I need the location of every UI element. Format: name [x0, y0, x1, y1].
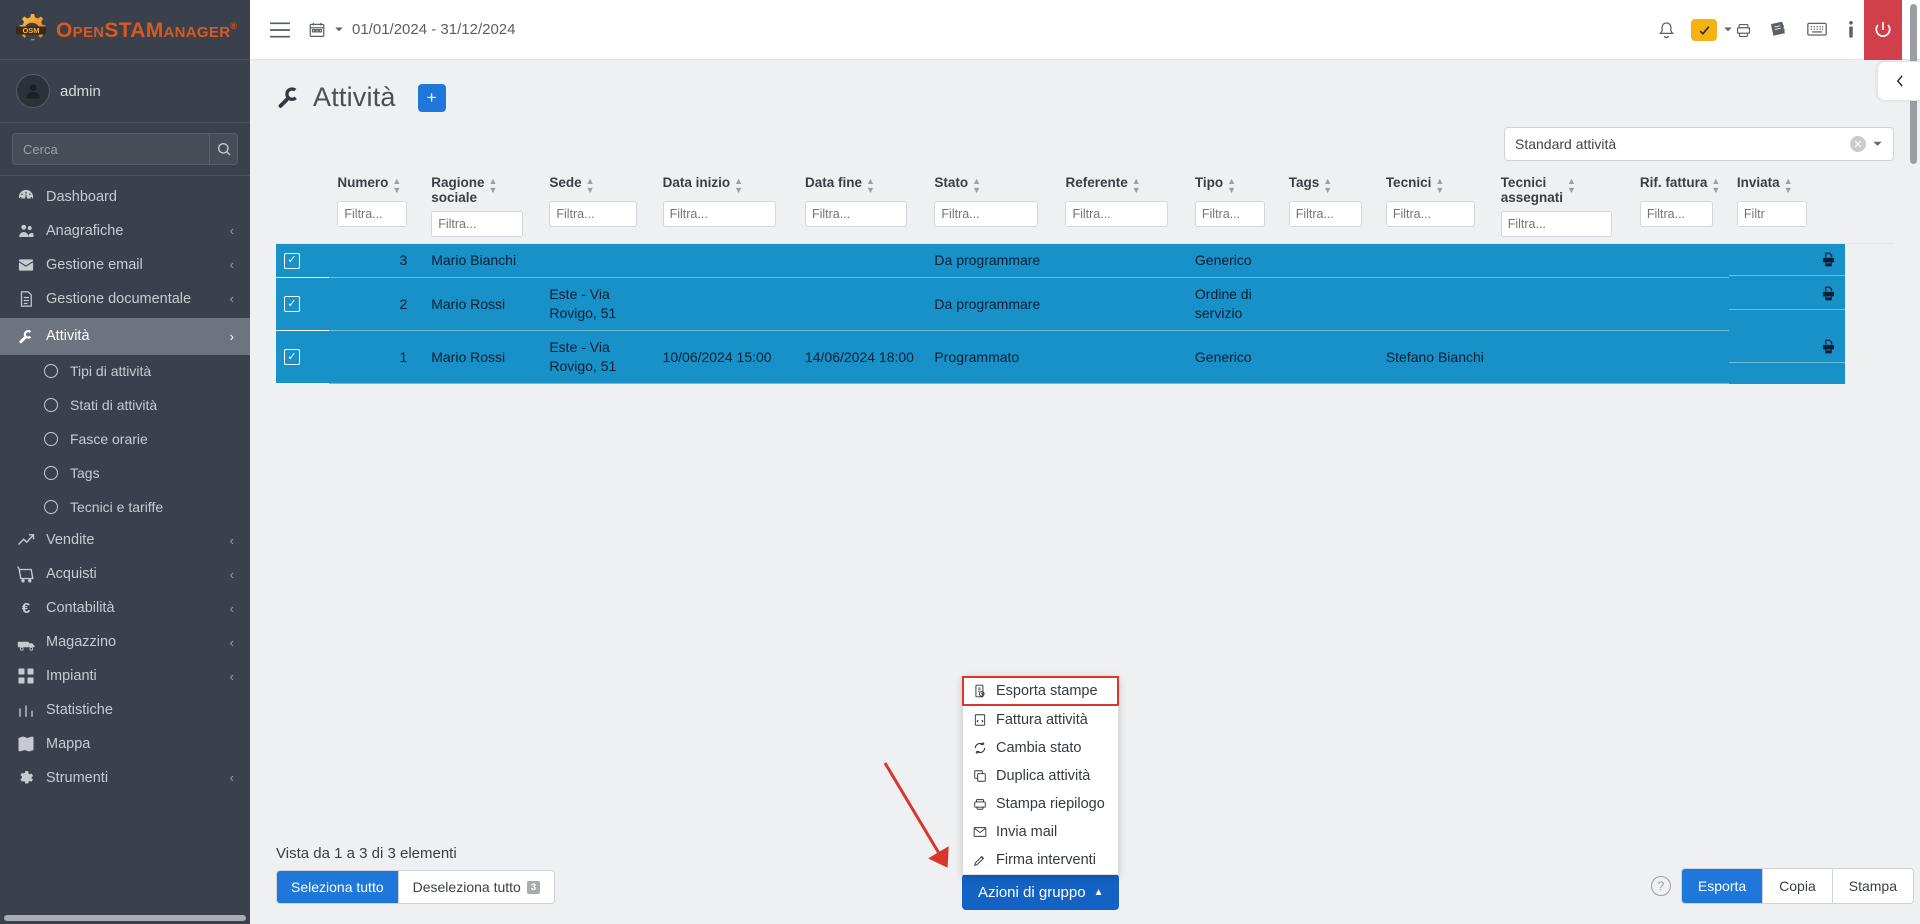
- svg-text:OSM: OSM: [22, 26, 39, 35]
